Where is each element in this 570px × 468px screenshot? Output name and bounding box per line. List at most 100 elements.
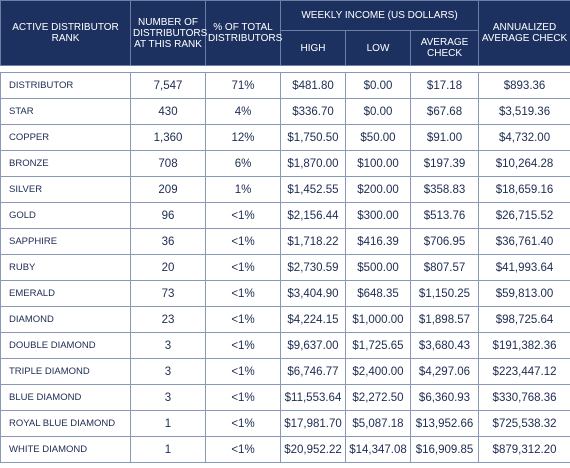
- table-row: EMERALD 73 <1% $3,404.90 $648.35 $1,150.25 $59…: [0, 280, 570, 307]
- value-cell: $223,447.12: [478, 358, 570, 385]
- value-cell: 1: [130, 410, 206, 437]
- value-cell: $16,909.85: [409, 436, 480, 463]
- value-cell: $1,150.25: [409, 280, 480, 307]
- value-cell: $5,087.18: [345, 410, 411, 437]
- value-cell: $1,452.55: [280, 176, 346, 203]
- value-cell: $648.35: [345, 280, 411, 307]
- rank-cell: WHITE DIAMOND: [0, 436, 131, 463]
- table-row: COPPER 1,360 12% $1,750.50 $50.00 $91.00 $4,73…: [0, 124, 570, 151]
- value-cell: $191,382.36: [478, 332, 570, 359]
- rank-cell: RUBY: [0, 254, 131, 281]
- table-row: BLUE DIAMOND 3 <1% $11,553.64 $2,272.50 $6,36…: [0, 384, 570, 411]
- value-cell: <1%: [205, 228, 281, 255]
- table-row: GOLD 96 <1% $2,156.44 $300.00 $513.76 $26,715.…: [0, 202, 570, 229]
- value-cell: $1,725.65: [345, 332, 411, 359]
- value-cell: $11,553.64: [280, 384, 346, 411]
- value-cell: $98,725.64: [478, 306, 570, 333]
- value-cell: 4%: [205, 98, 281, 125]
- value-cell: $0.00: [345, 72, 411, 99]
- value-cell: $3,404.90: [280, 280, 346, 307]
- value-cell: $3,519.36: [478, 98, 570, 125]
- value-cell: $10,264.28: [478, 150, 570, 177]
- value-cell: 1,360: [130, 124, 206, 151]
- value-cell: $200.00: [345, 176, 411, 203]
- header-cell: AVERAGE CHECK: [409, 30, 480, 66]
- value-cell: $336.70: [280, 98, 346, 125]
- value-cell: $2,400.00: [345, 358, 411, 385]
- header-cell: NUMBER OF DISTRIBUTORS AT THIS RANK: [130, 0, 207, 66]
- value-cell: $20,952.22: [280, 436, 346, 463]
- value-cell: 209: [130, 176, 206, 203]
- value-cell: $1,000.00: [345, 306, 411, 333]
- value-cell: 3: [130, 358, 206, 385]
- value-cell: $330,768.36: [478, 384, 570, 411]
- value-cell: $1,718.22: [280, 228, 346, 255]
- value-cell: $26,715.52: [478, 202, 570, 229]
- value-cell: 36: [130, 228, 206, 255]
- value-cell: $2,272.50: [345, 384, 411, 411]
- rank-cell: BLUE DIAMOND: [0, 384, 131, 411]
- value-cell: $1,870.00: [280, 150, 346, 177]
- value-cell: $879,312.20: [478, 436, 570, 463]
- header-cell: WEEKLY INCOME (US DOLLARS): [279, 0, 480, 31]
- table-row: DIAMOND 23 <1% $4,224.15 $1,000.00 $1,898.57 $…: [0, 306, 570, 333]
- value-cell: <1%: [205, 254, 281, 281]
- value-cell: $2,730.59: [280, 254, 346, 281]
- header-cell: LOW: [345, 30, 411, 66]
- value-cell: $4,297.06: [409, 358, 480, 385]
- value-cell: 71%: [205, 72, 281, 99]
- value-cell: 7,547: [130, 72, 206, 99]
- value-cell: <1%: [205, 384, 281, 411]
- value-cell: 1%: [205, 176, 281, 203]
- value-cell: $513.76: [409, 202, 480, 229]
- value-cell: $14,347.08: [345, 436, 411, 463]
- value-cell: $59,813.00: [478, 280, 570, 307]
- value-cell: 23: [130, 306, 206, 333]
- value-cell: <1%: [205, 332, 281, 359]
- value-cell: $0.00: [345, 98, 411, 125]
- value-cell: $4,732.00: [478, 124, 570, 151]
- value-cell: <1%: [205, 410, 281, 437]
- value-cell: $358.83: [409, 176, 480, 203]
- table-row: STAR 430 4% $336.70 $0.00 $67.68 $3,519.36: [0, 98, 570, 125]
- table-row: RUBY 20 <1% $2,730.59 $500.00 $807.57 $41,993.…: [0, 254, 570, 281]
- header-cell: HIGH: [280, 30, 346, 66]
- table-row: TRIPLE DIAMOND 3 <1% $6,746.77 $2,400.00 $4,2…: [0, 358, 570, 385]
- value-cell: $91.00: [409, 124, 480, 151]
- value-cell: $18,659.16: [478, 176, 570, 203]
- table-row: SILVER 209 1% $1,452.55 $200.00 $358.83 $18,65…: [0, 176, 570, 203]
- value-cell: 20: [130, 254, 206, 281]
- value-cell: $1,898.57: [409, 306, 480, 333]
- value-cell: $6,360.93: [409, 384, 480, 411]
- value-cell: $197.39: [409, 150, 480, 177]
- rank-cell: DIAMOND: [0, 306, 131, 333]
- table-row: WHITE DIAMOND 1 <1% $20,952.22 $14,347.08 $16…: [0, 436, 570, 463]
- value-cell: $67.68: [409, 98, 480, 125]
- value-cell: 1: [130, 436, 206, 463]
- table-row: DISTRIBUTOR 7,547 71% $481.80 $0.00 $17.18 $89…: [0, 72, 570, 99]
- value-cell: $17,981.70: [280, 410, 346, 437]
- value-cell: $725,538.32: [478, 410, 570, 437]
- spacer: [1, 66, 570, 73]
- rank-cell: DISTRIBUTOR: [0, 72, 131, 99]
- table-row: SAPPHIRE 36 <1% $1,718.22 $416.39 $706.95 $36,…: [0, 228, 570, 255]
- value-cell: 430: [130, 98, 206, 125]
- value-cell: <1%: [205, 280, 281, 307]
- rank-cell: GOLD: [0, 202, 131, 229]
- value-cell: <1%: [205, 358, 281, 385]
- value-cell: 73: [130, 280, 206, 307]
- spacer-cell: [1, 66, 570, 73]
- value-cell: $13,952.66: [409, 410, 480, 437]
- rank-cell: TRIPLE DIAMOND: [0, 358, 131, 385]
- table-row: ROYAL BLUE DIAMOND 1 <1% $17,981.70 $5,087.1…: [0, 410, 570, 437]
- rank-cell: COPPER: [0, 124, 131, 151]
- value-cell: $100.00: [345, 150, 411, 177]
- rank-cell: BRONZE: [0, 150, 131, 177]
- value-cell: $893.36: [478, 72, 570, 99]
- value-cell: 12%: [205, 124, 281, 151]
- value-cell: $3,680.43: [409, 332, 480, 359]
- value-cell: $9,637.00: [280, 332, 346, 359]
- table-row: BRONZE 708 6% $1,870.00 $100.00 $197.39 $10,26…: [0, 150, 570, 177]
